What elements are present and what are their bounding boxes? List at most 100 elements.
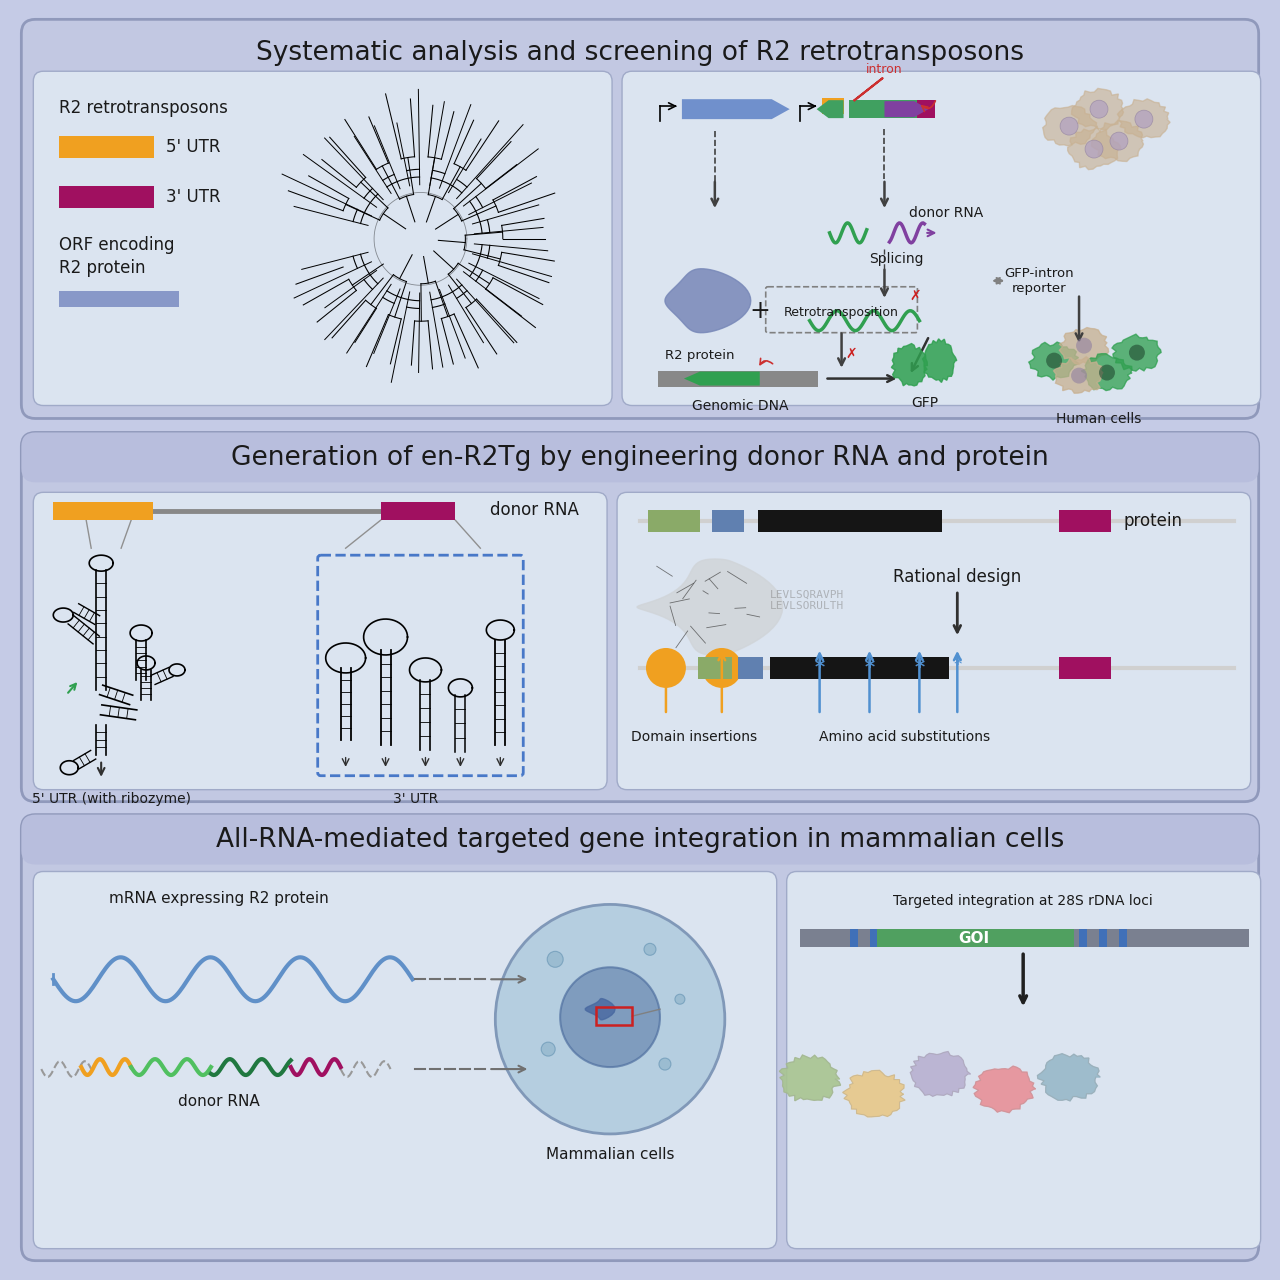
Circle shape xyxy=(548,951,563,968)
Polygon shape xyxy=(1092,120,1143,161)
FancyArrow shape xyxy=(884,101,928,118)
Circle shape xyxy=(1100,365,1115,380)
Text: donor RNA: donor RNA xyxy=(909,206,983,220)
Text: +: + xyxy=(749,298,771,323)
Text: 5' UTR: 5' UTR xyxy=(166,138,220,156)
FancyBboxPatch shape xyxy=(622,72,1261,406)
Bar xyxy=(698,657,732,678)
Text: GOI: GOI xyxy=(959,931,989,946)
FancyBboxPatch shape xyxy=(33,493,607,790)
Text: All-RNA-mediated targeted gene integration in mammalian cells: All-RNA-mediated targeted gene integrati… xyxy=(216,827,1064,852)
Text: *: * xyxy=(954,655,961,675)
Circle shape xyxy=(1085,140,1103,157)
Circle shape xyxy=(1135,110,1153,128)
Text: 5' UTR (with ribozyme): 5' UTR (with ribozyme) xyxy=(32,791,191,805)
Bar xyxy=(59,136,154,157)
FancyBboxPatch shape xyxy=(33,72,612,406)
Bar xyxy=(737,657,763,678)
Text: donor RNA: donor RNA xyxy=(178,1094,260,1108)
FancyArrow shape xyxy=(684,371,760,385)
Bar xyxy=(648,511,700,532)
Text: GFP-intron
reporter: GFP-intron reporter xyxy=(1005,266,1074,294)
Bar xyxy=(1079,929,1087,947)
Text: ✗: ✗ xyxy=(846,347,858,361)
Text: *: * xyxy=(914,658,924,677)
Text: Rational design: Rational design xyxy=(893,568,1021,586)
Circle shape xyxy=(1110,132,1128,150)
Polygon shape xyxy=(585,998,616,1020)
Polygon shape xyxy=(910,1052,970,1096)
Text: donor RNA: donor RNA xyxy=(490,502,580,520)
Circle shape xyxy=(1046,352,1062,369)
Bar xyxy=(918,100,936,118)
FancyBboxPatch shape xyxy=(33,872,777,1249)
Circle shape xyxy=(701,648,742,687)
Polygon shape xyxy=(1082,353,1132,390)
Polygon shape xyxy=(1043,105,1097,146)
Circle shape xyxy=(1129,344,1144,361)
Polygon shape xyxy=(1038,1053,1100,1101)
Circle shape xyxy=(561,968,660,1068)
Bar xyxy=(1119,929,1126,947)
Text: R2 protein: R2 protein xyxy=(59,259,146,276)
Text: Splicing: Splicing xyxy=(869,252,924,266)
Bar xyxy=(59,186,154,207)
Bar xyxy=(849,100,918,118)
Text: Mammalian cells: Mammalian cells xyxy=(545,1147,675,1162)
Text: 3' UTR: 3' UTR xyxy=(166,188,220,206)
Polygon shape xyxy=(842,1070,905,1117)
Circle shape xyxy=(1060,118,1078,136)
Polygon shape xyxy=(1071,88,1124,129)
Text: Genomic DNA: Genomic DNA xyxy=(691,398,788,412)
Text: LEVLSQRAVPH
LEVLSORULTH: LEVLSQRAVPH LEVLSORULTH xyxy=(769,589,844,611)
Text: ORF encoding: ORF encoding xyxy=(59,236,175,253)
FancyArrow shape xyxy=(817,100,844,118)
Bar xyxy=(850,929,858,947)
Text: GFP: GFP xyxy=(911,396,938,410)
Text: intron: intron xyxy=(867,63,902,76)
Text: R2 retrotransposons: R2 retrotransposons xyxy=(59,99,228,118)
Polygon shape xyxy=(923,339,956,383)
Circle shape xyxy=(1091,100,1108,118)
Circle shape xyxy=(495,905,724,1134)
Text: *: * xyxy=(864,658,874,677)
Bar xyxy=(712,511,744,532)
FancyBboxPatch shape xyxy=(787,872,1261,1249)
Bar xyxy=(874,929,1074,947)
Polygon shape xyxy=(637,559,782,655)
Bar xyxy=(658,371,818,387)
Bar xyxy=(822,99,844,114)
Circle shape xyxy=(659,1059,671,1070)
Bar xyxy=(1100,929,1107,947)
Polygon shape xyxy=(973,1066,1036,1112)
Text: Amino acid substitutions: Amino acid substitutions xyxy=(819,730,989,744)
FancyBboxPatch shape xyxy=(22,19,1258,419)
FancyBboxPatch shape xyxy=(22,433,1258,801)
Bar xyxy=(869,929,878,947)
Circle shape xyxy=(1071,367,1087,384)
Text: protein: protein xyxy=(1124,512,1183,530)
Text: Domain insertions: Domain insertions xyxy=(631,730,756,744)
Text: Targeted integration at 28S rDNA loci: Targeted integration at 28S rDNA loci xyxy=(893,895,1153,909)
Polygon shape xyxy=(1112,334,1161,371)
Circle shape xyxy=(1076,338,1092,353)
Polygon shape xyxy=(1053,357,1103,393)
Bar xyxy=(1059,657,1111,678)
Bar xyxy=(1059,511,1111,532)
Polygon shape xyxy=(1060,328,1108,365)
FancyBboxPatch shape xyxy=(22,814,1258,1261)
Circle shape xyxy=(644,943,655,955)
Polygon shape xyxy=(666,269,751,333)
Circle shape xyxy=(541,1042,556,1056)
Circle shape xyxy=(675,995,685,1005)
Text: Generation of en-R2Tg by engineering donor RNA and protein: Generation of en-R2Tg by engineering don… xyxy=(232,445,1048,471)
Polygon shape xyxy=(780,1055,841,1101)
Text: 3' UTR: 3' UTR xyxy=(393,791,438,805)
FancyBboxPatch shape xyxy=(22,814,1258,864)
FancyArrow shape xyxy=(682,99,790,119)
Text: ✗: ✗ xyxy=(910,289,922,303)
Text: R2 protein: R2 protein xyxy=(666,348,735,362)
Polygon shape xyxy=(891,343,928,385)
Text: Systematic analysis and screening of R2 retrotransposons: Systematic analysis and screening of R2 … xyxy=(256,40,1024,67)
Bar xyxy=(758,511,942,532)
